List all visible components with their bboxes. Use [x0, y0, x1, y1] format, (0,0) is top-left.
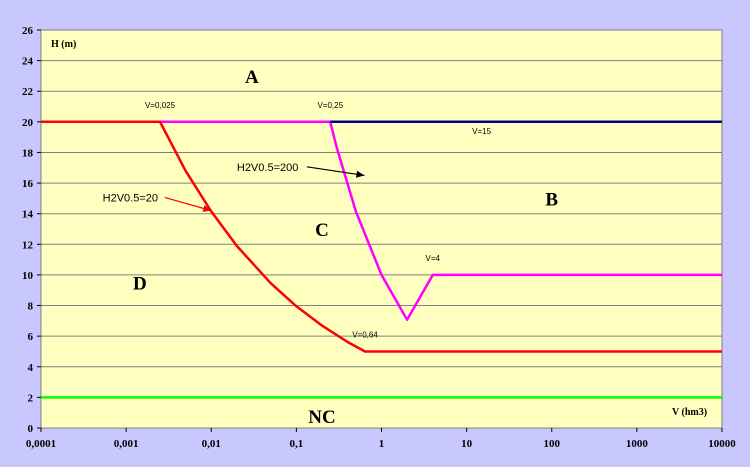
y-tick-label-20: 20 [22, 117, 34, 129]
x-tick-label-3: 0,1 [290, 438, 304, 450]
arrow-label-0: H2V0.5=200 [237, 162, 298, 174]
annotation-3: V=4 [426, 254, 441, 263]
x-tick-label-6: 100 [544, 438, 561, 450]
series-line-2 [41, 120, 722, 353]
plot-area [40, 29, 723, 429]
zone-label-b: B [545, 189, 558, 210]
arrow-label-1: H2V0.5=20 [103, 192, 158, 204]
annotation-2: V=15 [472, 127, 491, 136]
y-axis-title: H (m) [51, 39, 76, 50]
annotation-4: V=0,64 [352, 331, 378, 340]
y-tick-label-2: 2 [28, 392, 34, 404]
x-tick-label-5: 10 [461, 438, 473, 450]
x-tick-label-7: 1000 [626, 438, 649, 450]
y-tick-label-26: 26 [22, 25, 34, 37]
y-tick-label-4: 4 [28, 362, 34, 374]
annotation-0: V=0,025 [145, 101, 176, 110]
zone-label-d: D [133, 274, 147, 295]
y-tick-label-24: 24 [22, 56, 34, 68]
x-axis-ticks: 0,0001 0,001 0,01 0,1 1 10 100 1000 10000 [26, 428, 736, 450]
y-tick-label-16: 16 [22, 178, 34, 190]
arrow-head-0 [355, 170, 365, 178]
x-tick-label-8: 10000 [708, 438, 736, 450]
zone-label-c: C [315, 220, 329, 241]
y-tick-label-0: 0 [28, 423, 34, 435]
y-tick-label-6: 6 [28, 331, 34, 343]
y-tick-label-14: 14 [22, 209, 34, 221]
zone-label-a: A [245, 67, 259, 88]
annotations: V=0,025 V=0,25 V=15 V=4 V=0,64 [145, 101, 492, 340]
x-tick-label-4: 1 [379, 438, 385, 450]
arrow-line-0 [306, 166, 365, 177]
series-lines [41, 120, 722, 399]
annotation-1: V=0,25 [317, 101, 343, 110]
series-line-0 [160, 120, 722, 322]
x-tick-label-2: 0,01 [202, 438, 221, 450]
zone-label-nc: NC [308, 407, 335, 428]
x-tick-label-1: 0,001 [114, 438, 139, 450]
zone-labels: A B C D NC [133, 67, 558, 428]
arrows: H2V0.5=200 H2V0.5=20 [103, 162, 365, 212]
y-tick-label-12: 12 [22, 239, 34, 251]
y-tick-label-8: 8 [28, 301, 34, 313]
arrow-line-1 [164, 196, 212, 212]
y-tick-label-10: 10 [22, 270, 34, 282]
arrow-head-1 [202, 205, 212, 212]
y-tick-label-22: 22 [22, 86, 34, 98]
y-tick-label-18: 18 [22, 147, 34, 159]
x-axis-title: V (hm3) [672, 407, 707, 418]
x-tick-label-0: 0,0001 [26, 438, 56, 450]
